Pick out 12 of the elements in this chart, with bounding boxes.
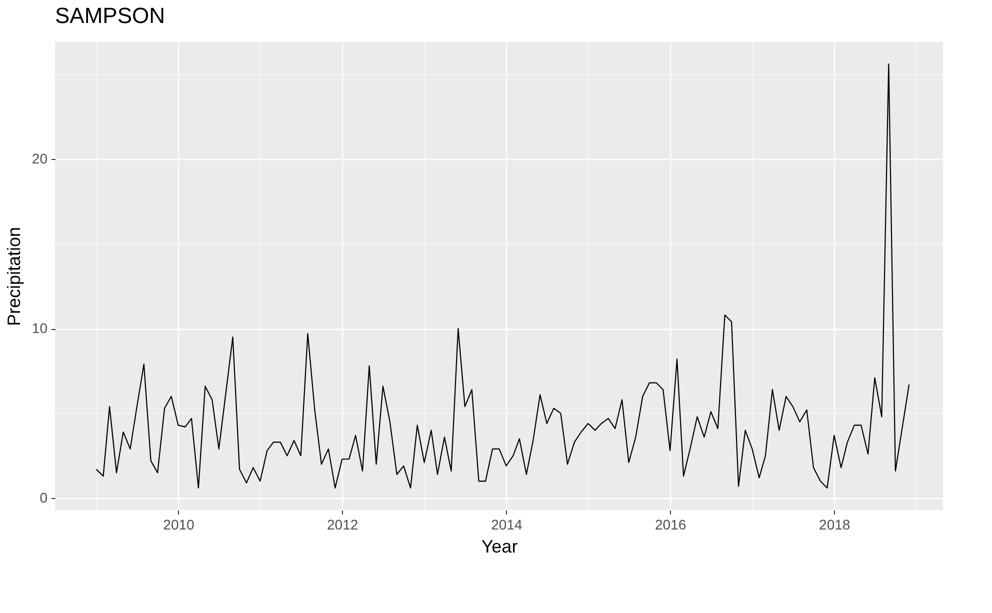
x-tick-label: 2016 bbox=[654, 516, 686, 532]
x-tick-label: 2012 bbox=[327, 516, 358, 532]
y-tick-label: 20 bbox=[32, 150, 48, 166]
x-tick-label: 2014 bbox=[491, 516, 522, 532]
y-tick-label: 0 bbox=[40, 490, 48, 506]
x-tick-label: 2010 bbox=[163, 516, 195, 532]
line-series bbox=[96, 63, 910, 489]
x-axis-title: Year bbox=[481, 536, 518, 556]
y-tick-label: 10 bbox=[32, 320, 48, 336]
x-tick-label: 2018 bbox=[819, 516, 850, 532]
chart-title: SAMPSON bbox=[55, 3, 166, 28]
y-axis-title: Precipitation bbox=[4, 226, 24, 326]
